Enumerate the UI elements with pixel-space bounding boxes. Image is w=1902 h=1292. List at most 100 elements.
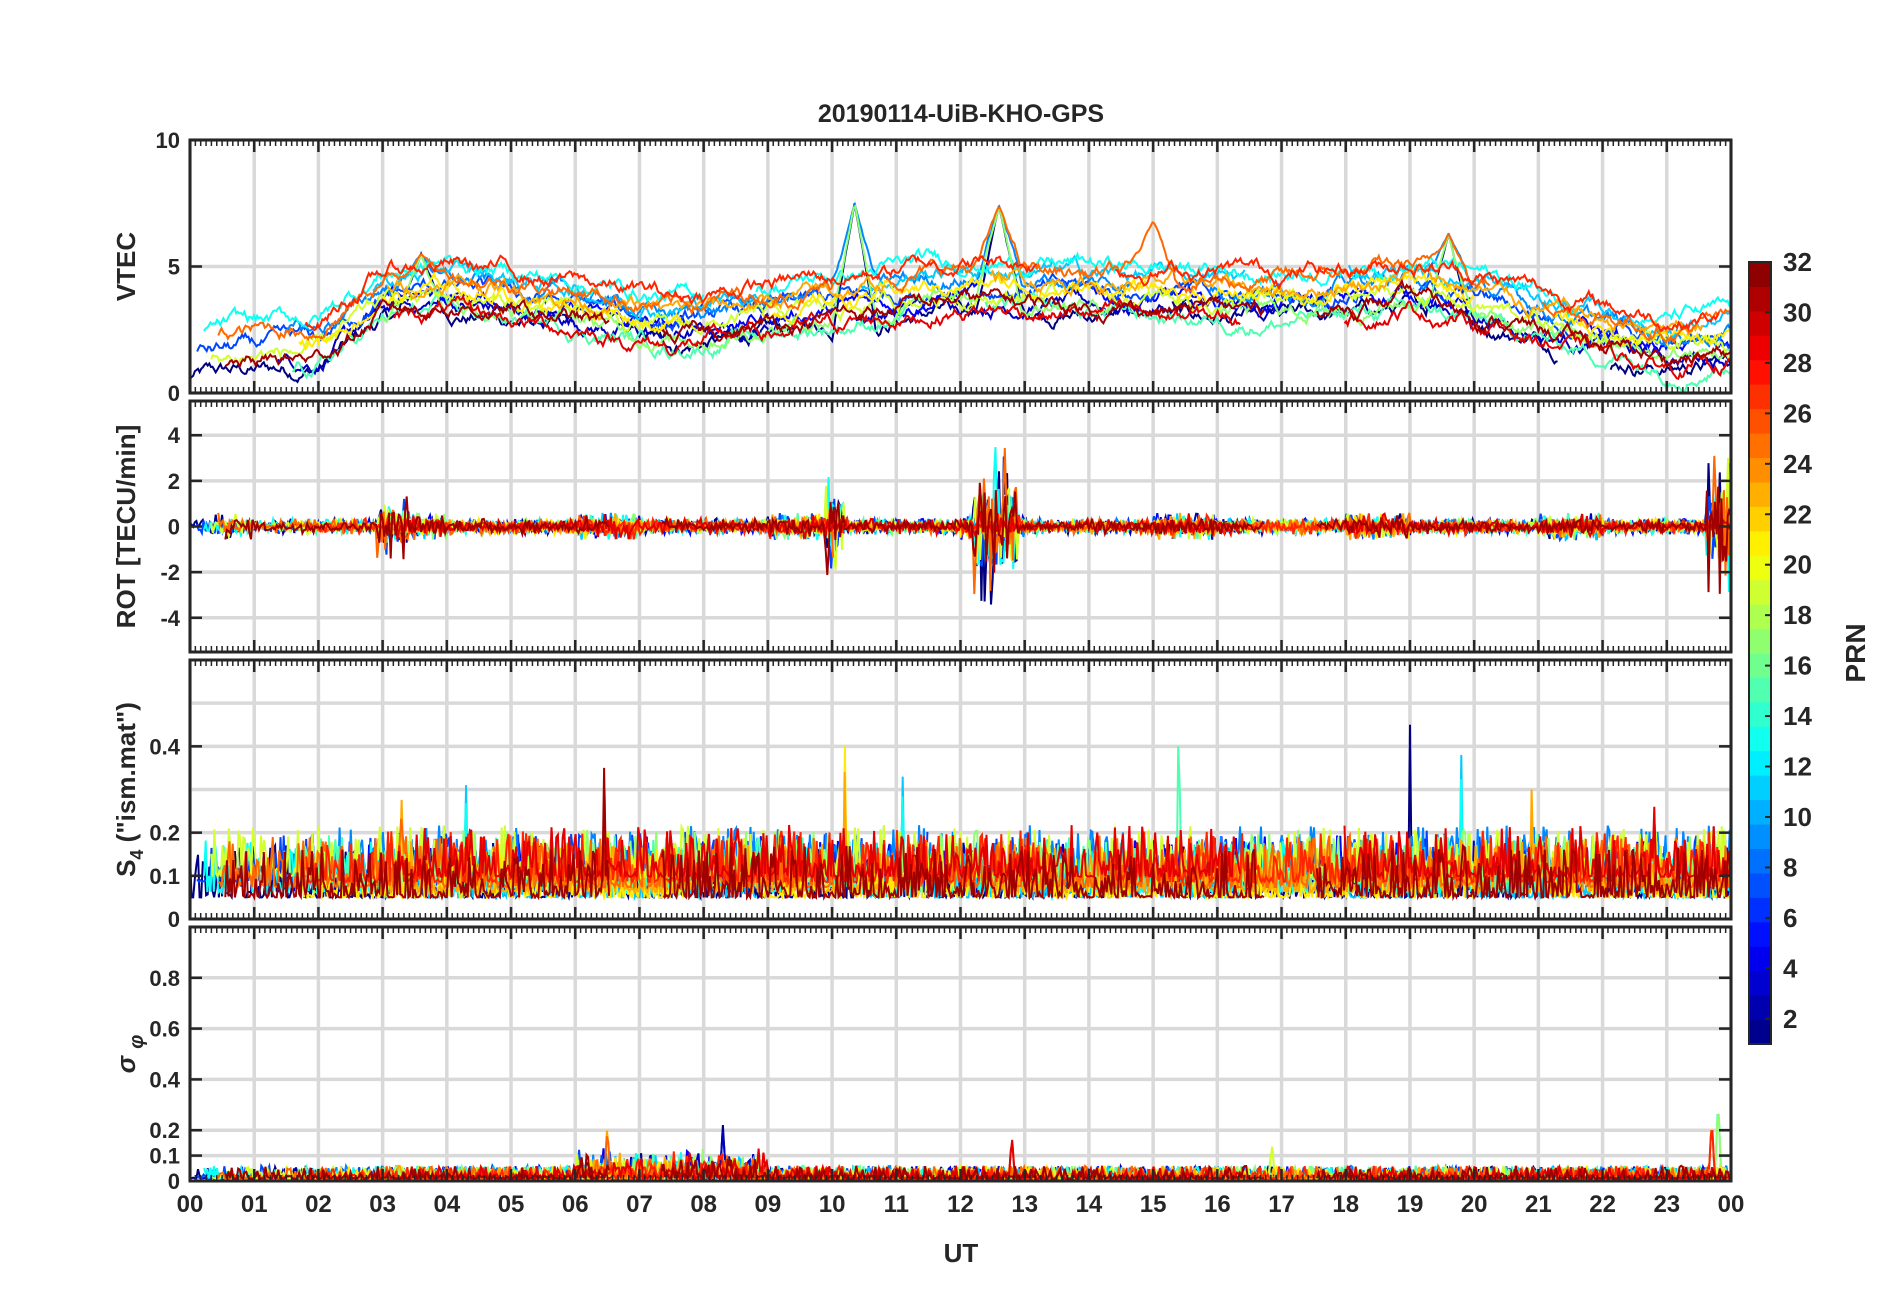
x-tick-label: 15 xyxy=(1140,1191,1167,1218)
x-tick-label: 09 xyxy=(755,1191,782,1218)
x-tick-label: 00 xyxy=(177,1191,204,1218)
colorbar-swatch xyxy=(1749,384,1771,410)
sigma_phi-ytick-label: 0 xyxy=(168,1169,180,1194)
colorbar-swatch xyxy=(1749,604,1771,630)
x-tick-label: 05 xyxy=(498,1191,525,1218)
s4-series xyxy=(190,724,1731,902)
rot-ytick-label: -4 xyxy=(160,606,180,631)
colorbar-tick-label: 24 xyxy=(1783,449,1812,479)
colorbar-tick-label: 16 xyxy=(1783,651,1812,681)
x-tick-label: 18 xyxy=(1332,1191,1359,1218)
colorbar-swatch xyxy=(1749,286,1771,312)
x-tick-label: 11 xyxy=(884,1191,909,1218)
rot-ylabel: ROT [TECU/min] xyxy=(111,425,141,629)
colorbar-swatch xyxy=(1749,530,1771,556)
x-tick-label: 16 xyxy=(1204,1191,1231,1218)
vtec-ytick-label: 0 xyxy=(168,381,180,406)
colorbar-tick-label: 20 xyxy=(1783,550,1812,580)
figure-title: 20190114-UiB-KHO-GPS xyxy=(818,100,1104,128)
panel-rot: -4 -2 0 2 4 ROT [TECU/min] xyxy=(111,399,1733,654)
colorbar-tick-label: 14 xyxy=(1783,701,1812,731)
colorbar-tick-label: 8 xyxy=(1783,852,1797,882)
x-tick-label: 02 xyxy=(305,1191,332,1218)
colorbar-swatch xyxy=(1749,653,1771,678)
colorbar-swatch xyxy=(1749,897,1771,923)
colorbar-swatch xyxy=(1749,970,1771,996)
colorbar-swatch xyxy=(1749,750,1771,776)
x-tick-label: 19 xyxy=(1397,1191,1424,1218)
colorbar-swatch xyxy=(1749,262,1771,287)
x-tick-label: 21 xyxy=(1525,1191,1552,1218)
x-tick-label: 06 xyxy=(562,1191,589,1218)
x-tick-label: 01 xyxy=(241,1191,268,1218)
x-tick-label: 00 xyxy=(1718,1191,1745,1218)
colorbar-frame xyxy=(1748,261,1772,1045)
colorbar-tick-label: 18 xyxy=(1783,600,1812,630)
colorbar-swatch xyxy=(1749,408,1771,434)
x-tick-labels: 00 01 02 03 04 05 06 07 08 09 10 11 12 13 14 15 16 17 18 19… xyxy=(177,1191,1745,1218)
colorbar-tick-label: 28 xyxy=(1783,348,1812,378)
colorbar-swatch xyxy=(1749,995,1771,1021)
colorbar-tick-label: 22 xyxy=(1783,499,1812,529)
x-tick-label: 23 xyxy=(1653,1191,1680,1218)
x-tick-label: 13 xyxy=(1011,1191,1038,1218)
x-tick-label: 03 xyxy=(369,1191,396,1218)
x-tick-label: 20 xyxy=(1461,1191,1488,1218)
colorbar-swatch xyxy=(1749,310,1771,336)
colorbar-tick-label: 2 xyxy=(1783,1004,1797,1034)
colorbar-swatch xyxy=(1749,726,1771,752)
x-tick-label: 17 xyxy=(1268,1191,1295,1218)
colorbar-swatch xyxy=(1749,921,1771,947)
colorbar-swatch xyxy=(1749,701,1771,727)
rot-ytick-label: -2 xyxy=(160,560,180,585)
x-axis-label: UT xyxy=(944,1238,979,1268)
colorbar-tick-label: 32 xyxy=(1783,247,1812,277)
rot-series-prn-31 xyxy=(224,482,1731,594)
colorbar-swatch xyxy=(1749,457,1771,483)
s4-ytick-label: 0.4 xyxy=(149,734,180,759)
colorbar-label: PRN xyxy=(1840,623,1871,682)
x-tick-label: 10 xyxy=(819,1191,846,1218)
vtec-series xyxy=(190,201,1731,393)
colorbar-tick-label: 4 xyxy=(1783,953,1798,983)
rot-ytick-label: 2 xyxy=(168,469,180,494)
colorbar-swatch xyxy=(1749,433,1771,458)
panel-sigma_phi: 00.10.2 0.4 0.6 0.8 σ φ xyxy=(111,925,1733,1194)
vtec-series-prn-27 xyxy=(305,254,1720,333)
colorbar-tick-label: 26 xyxy=(1783,398,1812,428)
panel-vtec: 0 5 10 VTEC xyxy=(111,128,1733,406)
rot-ytick-label: 0 xyxy=(168,515,180,540)
colorbar-swatch xyxy=(1749,677,1771,703)
sigma_phi-ytick-label: 0.1 xyxy=(149,1144,180,1169)
colorbar-swatch xyxy=(1749,335,1771,361)
s4-ytick-label: 0.2 xyxy=(149,821,180,846)
vtec-series-prn-15 xyxy=(291,290,1731,393)
colorbar-swatch xyxy=(1749,799,1771,825)
sigma_phi-ytick-label: 0.2 xyxy=(149,1118,180,1143)
sigma_phi-ylabel: σ φ xyxy=(111,1035,148,1074)
vtec-ytick-label: 5 xyxy=(168,255,180,280)
colorbar-swatch xyxy=(1749,872,1771,898)
colorbar-swatch xyxy=(1749,555,1771,581)
x-tick-label: 14 xyxy=(1076,1191,1103,1218)
s4-ytick-label: 0.1 xyxy=(149,864,180,889)
sigma_phi-ytick-label: 0.4 xyxy=(149,1067,180,1092)
vtec-series-prn-31 xyxy=(224,278,1731,370)
vtec-ytick-label: 10 xyxy=(156,128,180,153)
colorbar-swatch xyxy=(1749,579,1771,605)
colorbar-swatch xyxy=(1749,628,1771,654)
x-tick-label: 12 xyxy=(947,1191,974,1218)
rot-series xyxy=(190,447,1731,605)
colorbar-tick-label: 30 xyxy=(1783,297,1812,327)
x-tick-label: 22 xyxy=(1589,1191,1616,1218)
sigma_phi-ytick-label: 0.8 xyxy=(149,966,180,991)
panel-s4: 0 0.1 0.2 0.4S4 ("ism.mat") xyxy=(111,658,1733,932)
colorbar-swatch xyxy=(1749,359,1771,385)
colorbar-tick-label: 6 xyxy=(1783,903,1797,933)
vtec-ylabel: VTEC xyxy=(111,232,141,302)
colorbar-tick-label: 10 xyxy=(1783,802,1812,832)
colorbar-swatch xyxy=(1749,824,1771,849)
colorbar-swatch xyxy=(1749,946,1771,972)
